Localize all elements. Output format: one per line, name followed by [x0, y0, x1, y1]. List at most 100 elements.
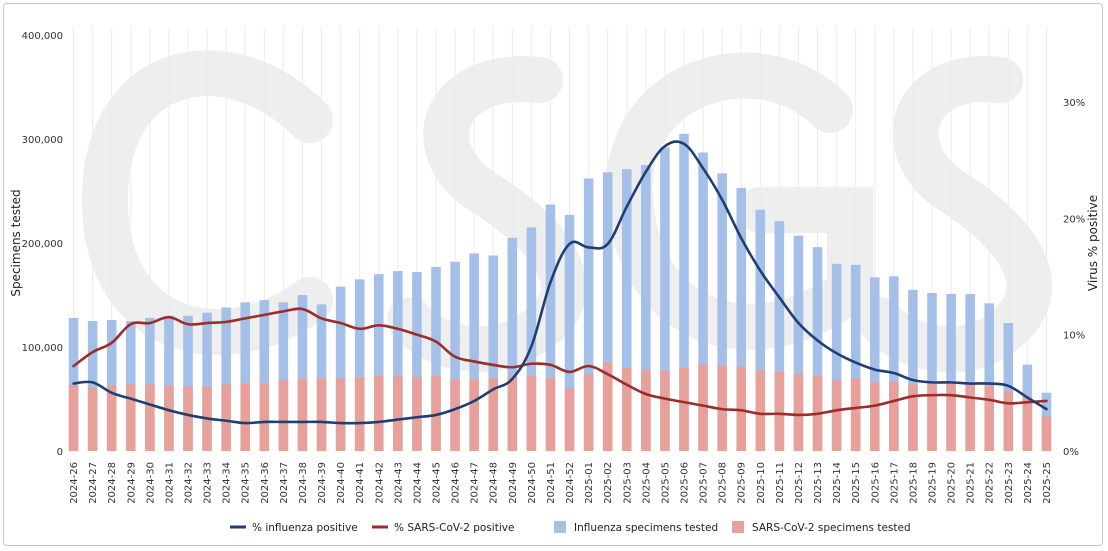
x-tick-label: 2024-50: [527, 462, 538, 504]
x-tick-label: 2024-52: [565, 462, 576, 504]
sars-cov-2-bar: [1022, 396, 1033, 451]
influenza-bar: [698, 152, 708, 451]
sars-cov-2-bar: [679, 367, 689, 451]
sars-cov-2-bar: [946, 382, 956, 451]
sars-cov-2-bar: [412, 377, 422, 451]
influenza-bar: [259, 300, 270, 451]
legend: % influenza positive % SARS-CoV-2 positiv…: [230, 521, 911, 534]
influenza-bar: [412, 272, 422, 451]
x-tick-label: 2024-43: [393, 462, 404, 504]
sars-cov-2-bar: [698, 364, 708, 451]
influenza-bar: [984, 303, 994, 451]
y2-tick-label: 30%: [1063, 98, 1085, 109]
x-tick-label: 2024-41: [355, 462, 366, 504]
x-tick-label: 2025-05: [660, 462, 671, 504]
x-tick-label: 2024-46: [451, 462, 462, 504]
sars-cov-2-bar: [736, 366, 746, 451]
legend-label: % influenza positive: [252, 522, 358, 534]
influenza-bar: [602, 172, 613, 451]
sars-cov-2-bar: [564, 388, 575, 451]
x-tick-label: 2024-51: [546, 462, 557, 504]
x-tick-label: 2024-30: [145, 462, 156, 504]
sars-cov-2-bar: [259, 383, 270, 451]
x-tick-label: 2024-29: [126, 462, 137, 504]
influenza-bar: [354, 279, 365, 451]
influenza-bar: [946, 293, 956, 451]
influenza-bar: [278, 302, 289, 451]
x-tick-label: 2024-35: [241, 462, 252, 504]
influenza-bar: [240, 302, 250, 451]
sars-cov-2-bar: [793, 374, 804, 451]
influenza-bar: [164, 315, 174, 451]
x-tick-label: 2025-06: [680, 462, 691, 504]
sars-cov-2-bar: [106, 385, 117, 451]
x-tick-label: 2024-48: [489, 462, 500, 504]
sars-cov-2-bar: [87, 387, 98, 451]
influenza-bar: [393, 271, 403, 451]
influenza-bar: [106, 319, 117, 451]
sars-cov-2-bar: [755, 369, 766, 451]
influenza-bar: [431, 266, 441, 451]
x-tick-label: 2025-07: [699, 462, 710, 504]
influenza-bar: [507, 237, 518, 451]
y-tick-label: 400,000: [22, 31, 63, 42]
legend-label: Influenza specimens tested: [574, 522, 718, 534]
x-tick-label: 2024-36: [260, 462, 271, 504]
influenza-bar: [736, 187, 746, 451]
x-tick-label: 2025-16: [870, 462, 881, 504]
x-tick-label: 2024-27: [88, 462, 99, 504]
x-tick-label: 2025-09: [737, 462, 748, 504]
influenza-positive-line: [72, 140, 1048, 425]
influenza-bar: [374, 274, 384, 451]
influenza-bar: [679, 133, 689, 452]
influenza-bar: [488, 255, 498, 451]
x-tick-label: 2025-17: [889, 462, 900, 504]
sars-cov-2-bar: [641, 369, 651, 451]
x-tick-label: 2024-47: [470, 462, 481, 504]
x-tick-label: 2024-38: [298, 462, 309, 504]
sars-cov-2-bar: [545, 378, 556, 451]
sars-cov-2-bar: [660, 370, 670, 451]
x-tick-label: 2025-02: [603, 462, 614, 504]
legend-swatch: [554, 521, 566, 533]
sars-cov-2-bar: [507, 377, 518, 451]
sars-cov-2-bar: [908, 384, 918, 451]
sars-cov-2-bar: [927, 384, 937, 451]
sars-cov-2-bar: [374, 376, 384, 451]
positivity-lines: [72, 140, 1048, 425]
influenza-bar: [183, 315, 193, 451]
legend-label: % SARS-CoV-2 positive: [394, 522, 514, 534]
x-tick-label: 2025-03: [622, 462, 633, 504]
sars-cov-2-bar: [126, 384, 136, 451]
influenza-bar: [221, 307, 231, 451]
x-tick-label: 2025-18: [908, 462, 919, 504]
sars-cov-2-bar: [889, 381, 899, 451]
influenza-bar: [774, 221, 785, 451]
influenza-bar: [297, 295, 308, 451]
x-tick-label: 2025-01: [584, 462, 595, 504]
x-tick-label: 2025-22: [985, 462, 996, 504]
legend-swatch: [732, 521, 744, 533]
sars-cov-2-bar: [145, 384, 155, 451]
influenza-bar: [850, 264, 861, 451]
sars-cov-2-bar: [278, 380, 289, 451]
x-tick-label: 2024-49: [508, 462, 519, 504]
sars-cov-2-bar: [393, 376, 403, 451]
x-tick-label: 2024-37: [279, 462, 290, 504]
influenza-bar: [755, 209, 766, 451]
sars-cov-2-bar: [526, 376, 537, 451]
x-tick-label: 2024-33: [203, 462, 214, 504]
x-tick-label: 2025-14: [832, 462, 843, 504]
y-tick-label: 300,000: [22, 135, 63, 146]
y2-tick-label: 10%: [1063, 331, 1085, 342]
sars-cov-2-bar: [240, 383, 250, 451]
x-tick-label: 2025-12: [794, 462, 805, 504]
x-tick-label: 2025-08: [718, 462, 729, 504]
x-tick-label: 2024-31: [164, 462, 175, 504]
x-tick-label: 2024-39: [317, 462, 328, 504]
sars-cov-2-bar: [850, 378, 861, 451]
influenza-bar: [908, 289, 918, 451]
x-axis-ticks: 2024-26 2024-27 2024-28 2024-29 2024-30 2024-…: [69, 462, 1053, 504]
sars-cov-2-bar: [316, 378, 327, 451]
